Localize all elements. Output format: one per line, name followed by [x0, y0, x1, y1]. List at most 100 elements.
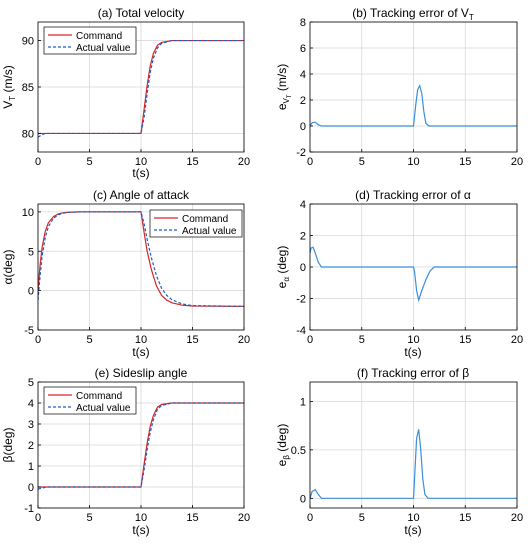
- panel-d-xtick-label: 0: [307, 334, 313, 346]
- panel-c-legend-label: Command: [182, 214, 228, 225]
- panel-a-series-command-line: [38, 39, 244, 135]
- panel-f-ylabel: eβ (deg): [275, 424, 291, 467]
- panel-c-xtick-label: 15: [186, 334, 198, 346]
- panel-b-xtick-label: 15: [459, 156, 471, 168]
- panel-e-ylabel: β(deg): [1, 428, 15, 463]
- panel-c-ytick-label: 0: [28, 286, 34, 298]
- panel-d-xlabel: t(s): [404, 345, 421, 359]
- panel-d-plot: 0 5 10 15 20 -4 -2 0 2 4: [296, 199, 523, 346]
- panel-f-xlabel: t(s): [404, 523, 421, 537]
- panel-e-xtick-label: 5: [86, 512, 92, 524]
- panel-c-xtick-label: 0: [35, 334, 41, 346]
- panel-d-ytick-label: -4: [296, 325, 306, 337]
- panel-f-plot: 0 5 10 15 20 0 0.5 1: [291, 381, 523, 524]
- panel-e-ytick-label: 4: [28, 398, 34, 410]
- panel-c-xtick-label: 10: [135, 334, 147, 346]
- svg-text:β(deg): β(deg): [1, 428, 15, 463]
- panel-d: (d) Tracking error of α eα (deg) t(s): [275, 188, 471, 359]
- panel-a-legend-label: Actual value: [76, 43, 131, 54]
- panel-e-xtick-label: 10: [135, 512, 147, 524]
- panel-a: (a) Total velocity VT (m/s) t(s): [1, 6, 184, 180]
- panel-c-ytick-label: -5: [24, 325, 34, 337]
- svg-text:eβ (deg): eβ (deg): [275, 424, 291, 467]
- svg-text:eα (deg): eα (deg): [275, 246, 291, 289]
- svg-text:VT (m/s): VT (m/s): [1, 65, 17, 109]
- panel-e: (e) Sideslip angle β(deg) t(s): [1, 366, 188, 537]
- panel-f-xtick-label: 0: [307, 512, 313, 524]
- panel-f-xtick-label: 5: [359, 512, 365, 524]
- panel-a-xlabel: t(s): [132, 166, 149, 180]
- panel-b-ytick-label: 0: [300, 121, 306, 133]
- panel-d-xtick-label: 15: [459, 334, 471, 346]
- panel-d-ytick-label: 0: [300, 262, 306, 274]
- panel-a-legend-label: Command: [76, 31, 122, 42]
- panel-d-title: (d) Tracking error of α: [355, 188, 471, 202]
- panel-e-legend-box: [43, 386, 137, 415]
- panel-a-xtick-label: 5: [86, 156, 92, 168]
- panel-a-ytick-label: 85: [22, 82, 34, 94]
- panel-f-ytick-label: 1: [300, 396, 306, 408]
- panel-c-legend-box: [149, 209, 243, 238]
- panel-f: (f) Tracking error of β eβ (deg) t(s): [275, 366, 469, 537]
- svg-text:α(deg): α(deg): [1, 250, 15, 285]
- panel-d-series-error-line: [310, 246, 517, 303]
- panel-c-xtick-label: 20: [238, 334, 250, 346]
- panel-e-ytick-label: 3: [28, 419, 34, 431]
- panel-e-xtick-label: 0: [35, 512, 41, 524]
- panel-e-xtick-label: 15: [186, 512, 198, 524]
- panel-c-ytick-label: 5: [28, 246, 34, 258]
- panel-f-xtick-label: 15: [459, 512, 471, 524]
- panel-d-ytick-label: -2: [296, 294, 306, 306]
- panel-e-ytick-label: -1: [24, 503, 34, 515]
- panel-f-xtick-label: 10: [407, 512, 419, 524]
- panel-a-xtick-label: 10: [135, 156, 147, 168]
- panel-c-ytick-label: 10: [22, 207, 34, 219]
- panel-a-ytick-label: 90: [22, 36, 34, 48]
- panel-c-title: (c) Angle of attack: [93, 188, 190, 202]
- panel-b-ytick-label: 4: [300, 69, 306, 81]
- panel-d-xtick-label: 10: [407, 334, 419, 346]
- panel-f-series-error-line: [310, 429, 517, 499]
- panel-a-series-actual-value-line: [38, 39, 244, 138]
- panel-d-ylabel: eα (deg): [275, 246, 291, 289]
- panel-e-xtick-label: 20: [238, 512, 250, 524]
- panel-a-xtick-label: 15: [186, 156, 198, 168]
- panel-a-title: (a) Total velocity: [98, 6, 184, 20]
- panel-e-ytick-label: 5: [28, 377, 34, 389]
- panel-d-ytick-label: 2: [300, 231, 306, 243]
- panel-c: (c) Angle of attack α(deg) t(s): [1, 188, 190, 359]
- panel-d-xtick-label: 5: [359, 334, 365, 346]
- panel-b-series-error-line: [310, 84, 517, 127]
- panel-f-xtick-label: 20: [511, 512, 523, 524]
- panel-a-legend-box: [43, 26, 137, 55]
- panel-f-ytick-label: 0: [300, 493, 306, 505]
- panel-b-xtick-label: 10: [407, 156, 419, 168]
- panel-f-ytick-label: 0.5: [291, 445, 306, 457]
- panel-a-ylabel: VT (m/s): [1, 65, 17, 109]
- panel-b-ytick-label: 2: [300, 95, 306, 107]
- panel-b-title: (b) Tracking error of VT: [352, 6, 474, 22]
- panel-e-ytick-label: 0: [28, 482, 34, 494]
- panel-a-xtick-label: 0: [35, 156, 41, 168]
- panel-a-xtick-label: 20: [238, 156, 250, 168]
- panel-b-xtick-label: 5: [359, 156, 365, 168]
- panel-b-xtick-label: 0: [307, 156, 313, 168]
- panel-c-xlabel: t(s): [132, 345, 149, 359]
- panel-c-xtick-label: 5: [86, 334, 92, 346]
- panel-e-legend-label: Actual value: [76, 403, 131, 414]
- panel-c-legend-label: Actual value: [182, 226, 237, 237]
- panel-e-legend-label: Command: [76, 391, 122, 402]
- panel-b-ytick-label: -2: [296, 147, 306, 159]
- panel-c-ylabel: α(deg): [1, 250, 15, 285]
- panel-b-xtick-label: 20: [511, 156, 523, 168]
- panel-b-ylabel: eVT (m/s): [275, 64, 293, 110]
- panel-e-ytick-label: 2: [28, 440, 34, 452]
- panel-b-ytick-label: 6: [300, 43, 306, 55]
